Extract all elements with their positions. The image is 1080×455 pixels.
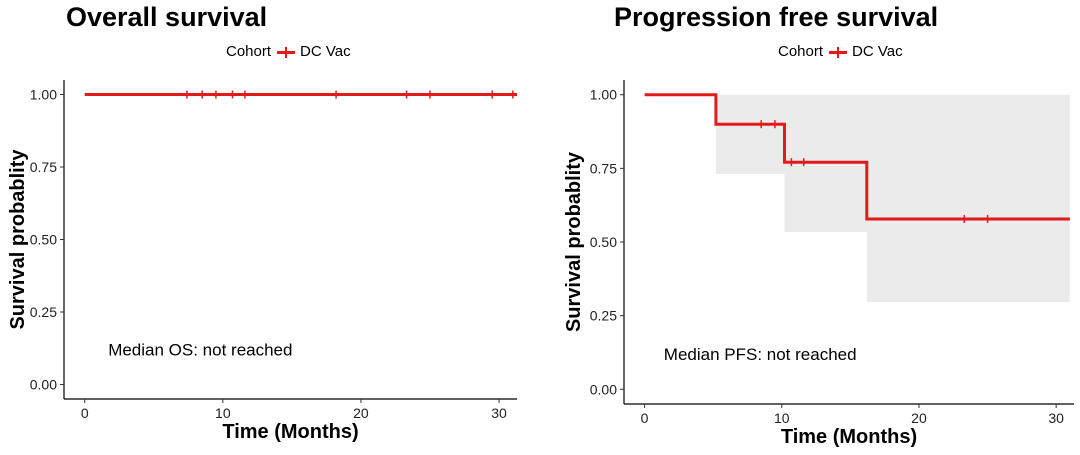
x-tick-label: 10: [774, 410, 790, 426]
legend-entry: DC Vac: [300, 43, 351, 60]
y-tick-label: 0.50: [30, 232, 57, 248]
y-tick-label: 0.75: [30, 159, 57, 175]
legend-entry: DC Vac: [852, 43, 903, 60]
chart-title: Progression free survival: [614, 2, 939, 32]
median-annotation: Median PFS: not reached: [664, 345, 857, 364]
x-tick-label: 0: [641, 410, 649, 426]
y-axis-label: Survival probablity: [7, 149, 29, 330]
y-tick-label: 0.75: [590, 160, 617, 176]
x-tick-label: 0: [81, 405, 89, 421]
x-axis-label: Time (Months): [222, 421, 358, 443]
legend-swatch: [829, 46, 848, 58]
legend: Cohort DC Vac: [778, 43, 903, 60]
x-tick-label: 20: [911, 410, 927, 426]
x-tick-label: 30: [491, 405, 507, 421]
plot-svg: 0.00 0.25 0.50 0.75 1.00 0 10 20 30 Time (Months)…: [7, 80, 517, 443]
y-tick-label: 0.25: [30, 304, 57, 320]
chart-progression-free-survival: Progression free survival Cohort DC Vac …: [540, 0, 1080, 455]
chart-overall-survival: Overall survival Cohort DC Vac 0.00 0.25 0…: [7, 2, 517, 443]
legend-title: Cohort: [778, 43, 824, 60]
chart-title: Overall survival: [66, 2, 268, 32]
x-tick-label: 10: [215, 405, 231, 421]
plot-svg: 0.00 0.25 0.50 0.75 1.00 0 10 20 30 Time (Months)…: [563, 80, 1074, 448]
legend-title: Cohort: [226, 43, 272, 60]
ci-band: [866, 94, 1070, 303]
y-tick-label: 0.25: [590, 308, 617, 324]
legend-swatch: [277, 46, 296, 58]
y-tick-label: 1.00: [30, 87, 57, 103]
y-axis-label: Survival probablity: [563, 151, 585, 332]
y-tick-label: 0.00: [590, 381, 617, 397]
legend: Cohort DC Vac: [226, 43, 351, 60]
survival-line: [644, 93, 1070, 221]
ci-band: [715, 94, 785, 174]
y-tick-label: 0.50: [590, 234, 617, 250]
x-tick-label: 30: [1048, 410, 1064, 426]
median-annotation: Median OS: not reached: [108, 341, 292, 360]
y-tick-label: 0.00: [30, 377, 57, 393]
y-tick-label: 1.00: [590, 87, 617, 103]
x-tick-label: 20: [353, 405, 369, 421]
x-axis-label: Time (Months): [781, 426, 917, 448]
